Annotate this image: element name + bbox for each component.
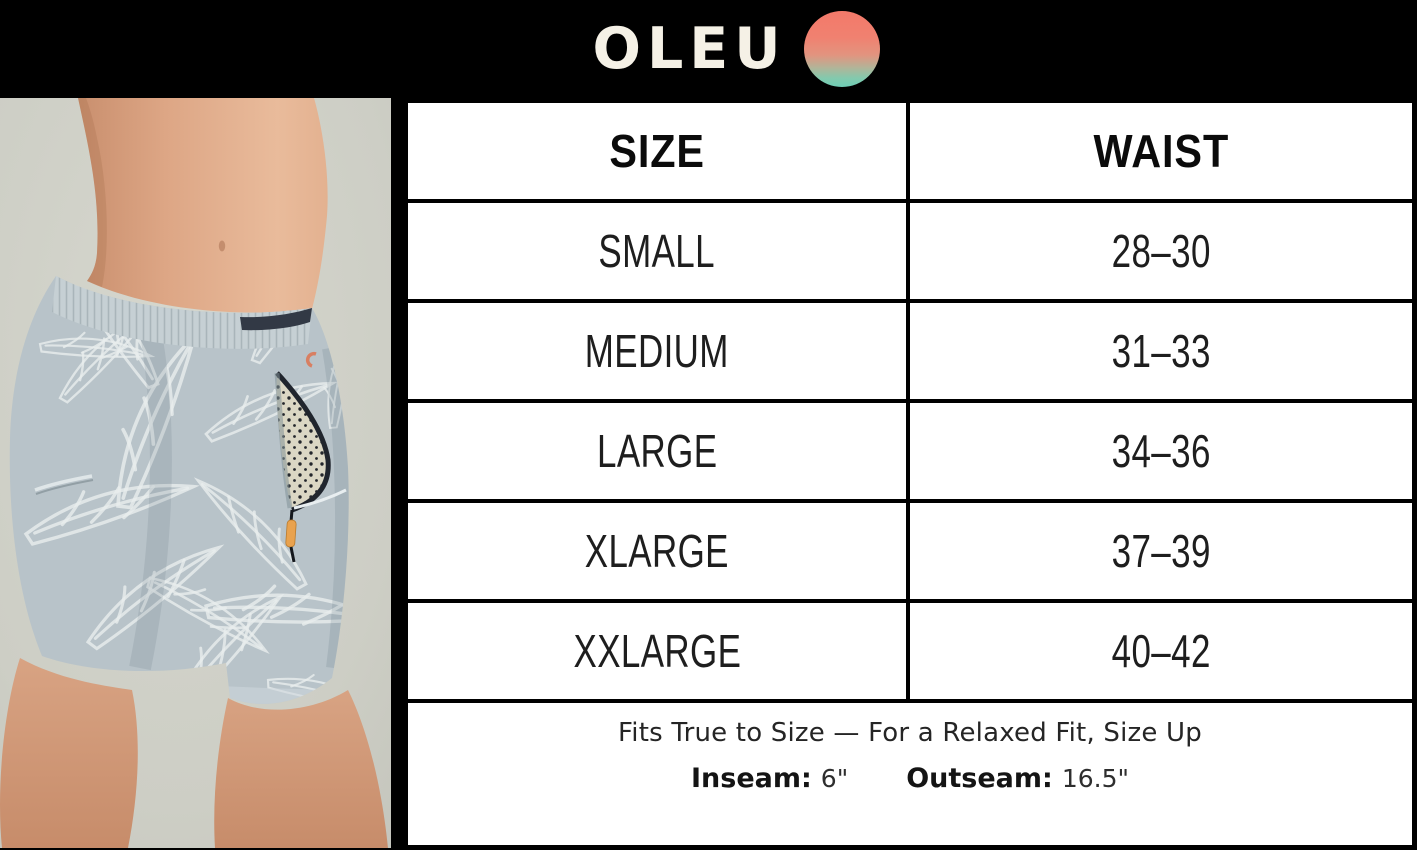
zipper-cord-tip — [289, 546, 296, 563]
pocket-lining-perforation — [276, 373, 329, 510]
pocket-fold-shadow — [274, 372, 293, 509]
waist-cell: 28–30 — [910, 203, 1412, 303]
column-header-waist: WAIST — [910, 103, 1412, 203]
product-photo-illustration — [0, 98, 391, 848]
column-header-size: SIZE — [408, 103, 910, 203]
side-pocket-shadow — [35, 479, 94, 495]
waist-cell: 40–42 — [910, 603, 1412, 703]
inseam-label: Inseam: — [690, 763, 812, 794]
size-cell: XLARGE — [408, 503, 910, 603]
fit-info-footer: Fits True to Size — For a Relaxed Fit, S… — [408, 703, 1412, 845]
size-cell: LARGE — [408, 403, 910, 503]
size-cell: MEDIUM — [408, 303, 910, 403]
size-cell: SMALL — [408, 203, 910, 303]
size-cell: XXLARGE — [408, 603, 910, 703]
zipper-pull — [285, 519, 297, 548]
header-bar: OLEU — [0, 0, 1417, 98]
waistband-binding — [240, 308, 312, 331]
zipper-tape — [275, 371, 331, 513]
torso — [78, 98, 328, 313]
inseam-value: 6" — [820, 764, 849, 793]
back-leg — [0, 658, 138, 848]
waist-cell: 34–36 — [910, 403, 1412, 503]
side-pocket-piping — [34, 474, 93, 492]
size-chart-panel: SIZE WAIST SMALL 28–30 MEDIUM 31–33 — [403, 98, 1417, 850]
waist-cell: 37–39 — [910, 503, 1412, 603]
fit-note: Fits True to Size — For a Relaxed Fit, S… — [618, 718, 1202, 748]
product-photo — [0, 98, 391, 848]
navel — [218, 240, 226, 252]
size-table: SIZE WAIST SMALL 28–30 MEDIUM 31–33 — [408, 103, 1412, 703]
waist-cell: 31–33 — [910, 303, 1412, 403]
brand-logo-circle-icon — [803, 11, 880, 87]
drawcord-loop — [305, 351, 317, 368]
brand-logo-text: OLEU — [592, 15, 787, 82]
front-pocket-piping — [293, 488, 347, 510]
front-leg — [214, 690, 388, 848]
outseam-label: Outseam: — [906, 763, 1053, 794]
measurements: Inseam: 6" Outseam: 16.5" — [691, 763, 1129, 794]
waistband-ribbing — [52, 276, 312, 349]
outseam-value: 16.5" — [1061, 764, 1129, 793]
back-shadow — [78, 98, 107, 287]
